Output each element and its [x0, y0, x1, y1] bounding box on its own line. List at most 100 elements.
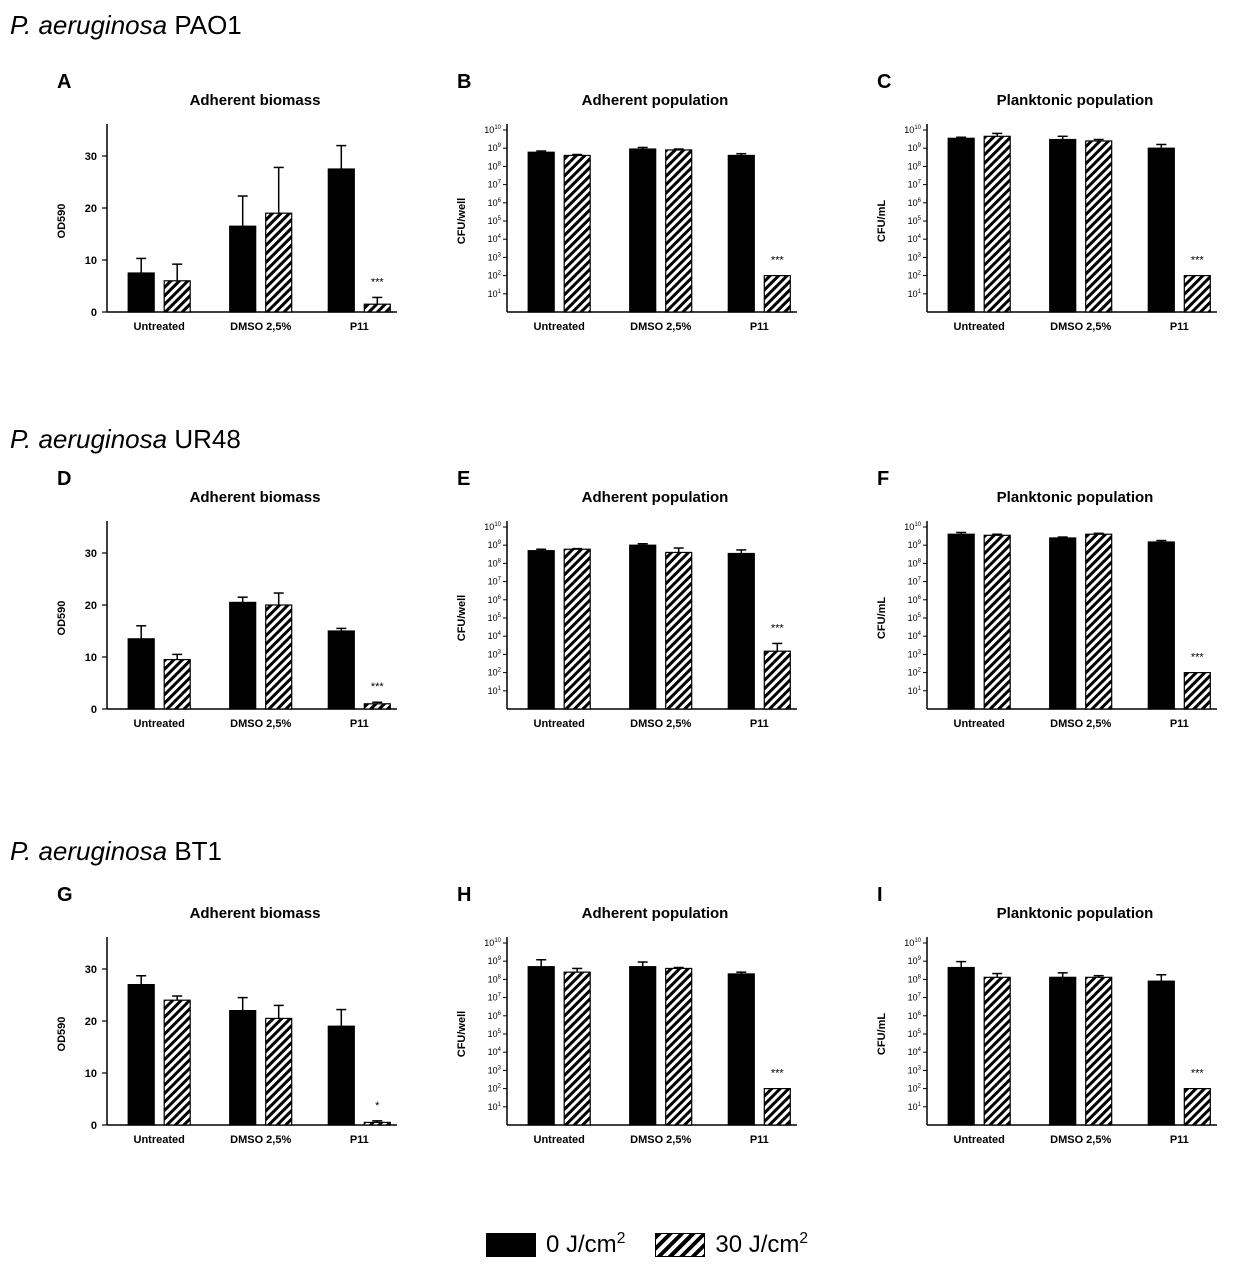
x-tick-label: Untreated [954, 718, 1005, 730]
significance-mark: * [375, 1100, 380, 1112]
x-tick-label: DMSO 2,5% [1050, 718, 1111, 730]
y-tick-label: 105 [488, 613, 502, 623]
y-tick-label: 102 [488, 1084, 502, 1094]
x-tick-label: DMSO 2,5% [630, 1134, 691, 1146]
chart-title: Adherent biomass [190, 905, 321, 922]
y-tick-label: 103 [908, 252, 922, 262]
bar-hatch [265, 604, 293, 710]
x-tick-label: Untreated [954, 321, 1005, 333]
y-tick-label: 109 [488, 540, 502, 550]
y-tick-label: 105 [908, 613, 922, 623]
bar-hatch [563, 971, 591, 1126]
y-tick-label: 105 [488, 216, 502, 226]
y-axis-label: OD590 [56, 601, 68, 636]
bar-solid [1049, 537, 1077, 710]
y-tick-label: 103 [908, 649, 922, 659]
bar-hatch [363, 303, 391, 313]
bar-solid [527, 550, 555, 710]
y-tick-label: 101 [908, 686, 922, 696]
x-tick-label: Untreated [134, 718, 185, 730]
strain-genus: P. aeruginosa [10, 424, 168, 454]
legend: 0 J/cm2 30 J/cm2 [486, 1230, 838, 1259]
y-tick-label: 103 [488, 252, 502, 262]
y-tick-label: 102 [488, 668, 502, 678]
y-tick-label: 109 [908, 143, 922, 153]
y-tick-label: 107 [488, 577, 502, 587]
x-tick-label: P11 [1170, 321, 1189, 333]
panel-letter: I [877, 884, 883, 906]
y-tick-label: 10 [85, 1068, 97, 1080]
panel-letter: A [57, 71, 71, 93]
y-tick-label: 102 [908, 668, 922, 678]
chart-panel-d: D Adherent biomass OD590 0 10 20 30 Untreated DM… [56, 468, 397, 730]
y-tick-label: 109 [488, 956, 502, 966]
bar-solid [629, 966, 657, 1126]
bar-hatch [1085, 140, 1113, 313]
x-tick-label: DMSO 2,5% [630, 321, 691, 333]
x-tick-label: Untreated [134, 321, 185, 333]
x-tick-label: DMSO 2,5% [230, 718, 291, 730]
bar-solid [127, 638, 155, 710]
x-tick-label: DMSO 2,5% [1050, 321, 1111, 333]
bar-hatch [763, 650, 791, 710]
y-tick-label: 107 [488, 993, 502, 1003]
bar-solid [947, 966, 975, 1126]
y-tick-label: 1010 [484, 938, 501, 948]
strain-title-pao1: P. aeruginosa PAO1 [10, 10, 242, 41]
y-tick-label: 1010 [904, 938, 921, 948]
x-tick-label: P11 [750, 718, 769, 730]
y-tick-label: 104 [488, 234, 502, 244]
significance-mark: *** [1191, 652, 1205, 664]
y-tick-label: 1010 [904, 125, 921, 135]
y-tick-label: 108 [488, 161, 502, 171]
y-tick-label: 109 [908, 956, 922, 966]
panel-letter: C [877, 71, 891, 93]
bar-solid [127, 272, 155, 313]
y-tick-label: 10 [85, 652, 97, 664]
y-tick-label: 106 [488, 1011, 502, 1021]
x-tick-label: Untreated [534, 718, 585, 730]
bar-hatch [665, 149, 693, 313]
bar-hatch [163, 999, 191, 1126]
bar-solid [1147, 980, 1175, 1126]
significance-mark: *** [371, 681, 385, 693]
bar-hatch [1085, 533, 1113, 710]
bar-solid [629, 544, 657, 710]
significance-mark: *** [1191, 255, 1205, 267]
x-tick-label: P11 [750, 321, 769, 333]
chart-panel-g: G Adherent biomass OD590 0 10 20 30 Untreated DM… [56, 884, 397, 1146]
chart-title: Adherent biomass [190, 489, 321, 506]
y-tick-label: 108 [488, 558, 502, 568]
significance-mark: *** [771, 1068, 785, 1080]
x-tick-label: P11 [350, 718, 369, 730]
strain-name: UR48 [174, 424, 241, 454]
y-tick-label: 106 [488, 198, 502, 208]
chart-panel-i: I Planktonic population CFU/mL 101 102 103 104… [876, 884, 1217, 1146]
y-tick-label: 102 [908, 1084, 922, 1094]
y-tick-label: 20 [85, 600, 97, 612]
x-tick-label: Untreated [954, 1134, 1005, 1146]
legend-swatch-solid [486, 1232, 536, 1257]
bar-hatch [1183, 671, 1211, 710]
y-tick-label: 108 [488, 974, 502, 984]
bar-solid [727, 973, 755, 1126]
bar-hatch [1183, 275, 1211, 313]
bar-solid [1049, 138, 1077, 313]
panel-letter: D [57, 468, 71, 490]
y-tick-label: 103 [908, 1065, 922, 1075]
significance-mark: *** [771, 255, 785, 267]
x-tick-label: P11 [1170, 1134, 1189, 1146]
chart-panel-b: B Adherent population CFU/well 101 102 103 104… [456, 71, 797, 333]
strain-genus: P. aeruginosa [10, 10, 168, 40]
y-tick-label: 107 [908, 993, 922, 1003]
y-tick-label: 0 [91, 1120, 97, 1132]
x-tick-label: P11 [350, 321, 369, 333]
y-tick-label: 0 [91, 307, 97, 319]
chart-title: Planktonic population [997, 489, 1154, 506]
bar-hatch [1085, 976, 1113, 1126]
y-tick-label: 108 [908, 161, 922, 171]
legend-swatch-hatch [655, 1232, 706, 1257]
strain-title-bt1: P. aeruginosa BT1 [10, 836, 222, 867]
bar-hatch [983, 534, 1011, 710]
